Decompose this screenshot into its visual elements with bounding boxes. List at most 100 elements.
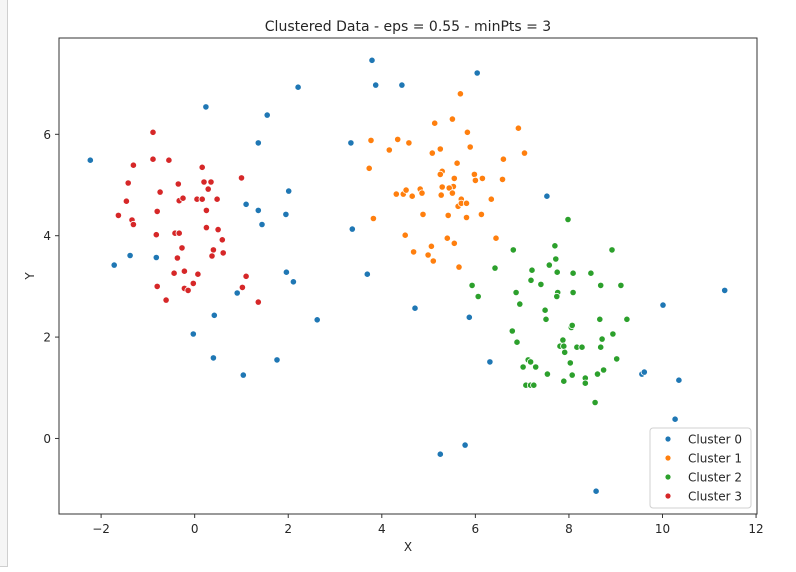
data-point bbox=[238, 283, 246, 291]
legend-marker-icon bbox=[665, 436, 671, 442]
data-point bbox=[198, 195, 206, 203]
data-point bbox=[516, 300, 524, 308]
data-point bbox=[152, 231, 160, 239]
data-point bbox=[499, 155, 507, 163]
legend-label: Cluster 2 bbox=[688, 471, 742, 485]
data-point bbox=[184, 286, 192, 294]
data-point bbox=[568, 321, 576, 329]
y-tick-label: 4 bbox=[43, 229, 51, 243]
data-point bbox=[363, 270, 371, 278]
data-point bbox=[608, 246, 616, 254]
data-point bbox=[213, 195, 221, 203]
data-point bbox=[313, 316, 321, 324]
data-point bbox=[578, 343, 586, 351]
data-point bbox=[597, 281, 605, 289]
data-point bbox=[551, 242, 559, 250]
data-point bbox=[174, 180, 182, 188]
data-point bbox=[508, 327, 516, 335]
x-tick-label: 0 bbox=[191, 522, 199, 536]
data-point bbox=[581, 379, 589, 387]
data-point bbox=[591, 398, 599, 407]
data-point bbox=[419, 210, 427, 218]
data-point bbox=[466, 143, 474, 151]
data-point bbox=[401, 231, 409, 239]
data-point bbox=[587, 269, 595, 277]
data-point bbox=[462, 199, 471, 207]
legend-marker-icon bbox=[665, 455, 671, 461]
data-point bbox=[537, 280, 545, 288]
y-tick-label: 0 bbox=[43, 432, 51, 446]
data-point bbox=[543, 370, 552, 378]
data-point bbox=[623, 315, 631, 323]
data-point bbox=[411, 304, 419, 312]
x-tick-label: 12 bbox=[748, 522, 763, 536]
data-point bbox=[553, 292, 561, 301]
legend-label: Cluster 0 bbox=[688, 433, 742, 447]
data-point bbox=[477, 210, 485, 218]
data-point bbox=[561, 348, 569, 356]
output-cell-frame bbox=[0, 0, 8, 567]
y-tick-label: 2 bbox=[43, 331, 51, 345]
data-point bbox=[597, 343, 605, 351]
x-tick-label: −2 bbox=[92, 522, 110, 536]
data-point bbox=[530, 381, 538, 389]
data-point bbox=[122, 197, 131, 205]
data-point bbox=[202, 103, 210, 111]
data-point bbox=[527, 276, 535, 284]
legend-item-cluster-1: Cluster 1 bbox=[665, 452, 742, 466]
data-point bbox=[444, 211, 452, 219]
data-point bbox=[528, 266, 536, 274]
data-point bbox=[153, 282, 161, 290]
data-point bbox=[289, 278, 297, 286]
data-point bbox=[347, 139, 355, 147]
data-point bbox=[170, 269, 178, 277]
data-point bbox=[126, 251, 134, 260]
data-point bbox=[368, 56, 376, 64]
data-point bbox=[427, 242, 435, 250]
data-point bbox=[418, 189, 426, 197]
data-point bbox=[162, 296, 170, 304]
data-point bbox=[473, 69, 481, 77]
legend-label: Cluster 3 bbox=[688, 490, 742, 504]
data-point bbox=[438, 183, 446, 191]
data-point bbox=[282, 268, 290, 276]
data-point bbox=[254, 206, 262, 214]
data-point bbox=[478, 174, 486, 182]
data-point bbox=[453, 159, 461, 167]
data-point bbox=[436, 450, 444, 458]
data-point bbox=[348, 225, 356, 233]
data-point bbox=[424, 251, 432, 259]
data-point bbox=[560, 342, 568, 350]
data-point bbox=[532, 363, 540, 371]
x-tick-label: 10 bbox=[655, 522, 670, 536]
chart-title: Clustered Data - eps = 0.55 - minPts = 3 bbox=[265, 19, 551, 35]
data-point bbox=[568, 371, 576, 379]
data-point bbox=[486, 358, 494, 366]
data-point bbox=[285, 187, 293, 195]
data-point bbox=[448, 189, 456, 197]
data-point bbox=[110, 261, 118, 269]
data-point bbox=[659, 301, 667, 309]
data-point bbox=[598, 335, 606, 343]
data-point bbox=[237, 174, 246, 182]
data-point bbox=[613, 355, 621, 363]
data-point bbox=[450, 174, 458, 182]
data-point bbox=[233, 289, 241, 297]
data-point bbox=[258, 220, 266, 229]
data-point bbox=[149, 155, 157, 163]
data-point bbox=[204, 185, 212, 193]
data-point bbox=[596, 315, 604, 323]
data-point bbox=[209, 246, 217, 254]
data-point bbox=[468, 281, 476, 289]
data-point bbox=[156, 188, 164, 196]
data-point bbox=[242, 272, 250, 280]
data-point bbox=[273, 356, 281, 364]
data-point bbox=[671, 415, 679, 423]
data-point bbox=[200, 178, 208, 186]
data-point bbox=[465, 313, 473, 321]
legend-marker-icon bbox=[665, 474, 671, 480]
data-point bbox=[455, 263, 463, 271]
data-point bbox=[254, 298, 262, 306]
y-axis-ticks: 0 2 4 6 bbox=[43, 128, 59, 446]
data-point bbox=[189, 330, 197, 338]
